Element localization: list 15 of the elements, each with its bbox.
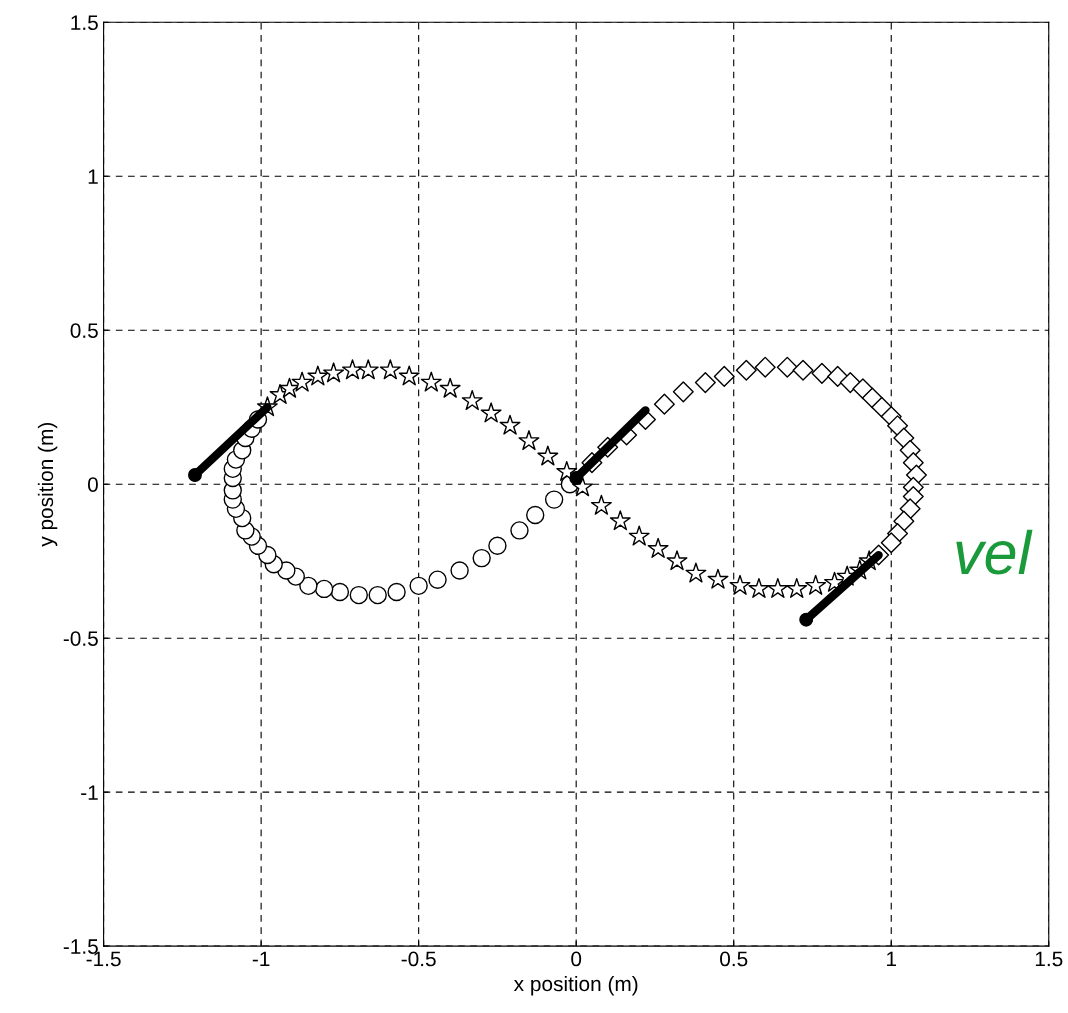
y-tick-label: 0.5 bbox=[70, 323, 98, 338]
y-tick-label: 1 bbox=[88, 169, 98, 184]
x-tick-label: 1 bbox=[887, 951, 897, 967]
y-axis-title: y position (m) bbox=[37, 422, 58, 547]
y-tick-label: 0 bbox=[87, 477, 98, 492]
y-tick-label: 1.5 bbox=[71, 15, 98, 31]
x-axis-title: x position (m) bbox=[513, 975, 638, 996]
y-tick-label: -0.5 bbox=[63, 631, 98, 646]
x-tick-label: 1.5 bbox=[1035, 951, 1063, 967]
annotation: vel bbox=[956, 529, 1033, 575]
x-tick-label: -0.5 bbox=[401, 951, 436, 967]
x-tick-label: 0 bbox=[571, 951, 582, 967]
x-tick-label: 0.5 bbox=[720, 951, 748, 967]
x-tick-label: -1 bbox=[252, 951, 270, 967]
y-tick-label: -1 bbox=[81, 785, 98, 800]
